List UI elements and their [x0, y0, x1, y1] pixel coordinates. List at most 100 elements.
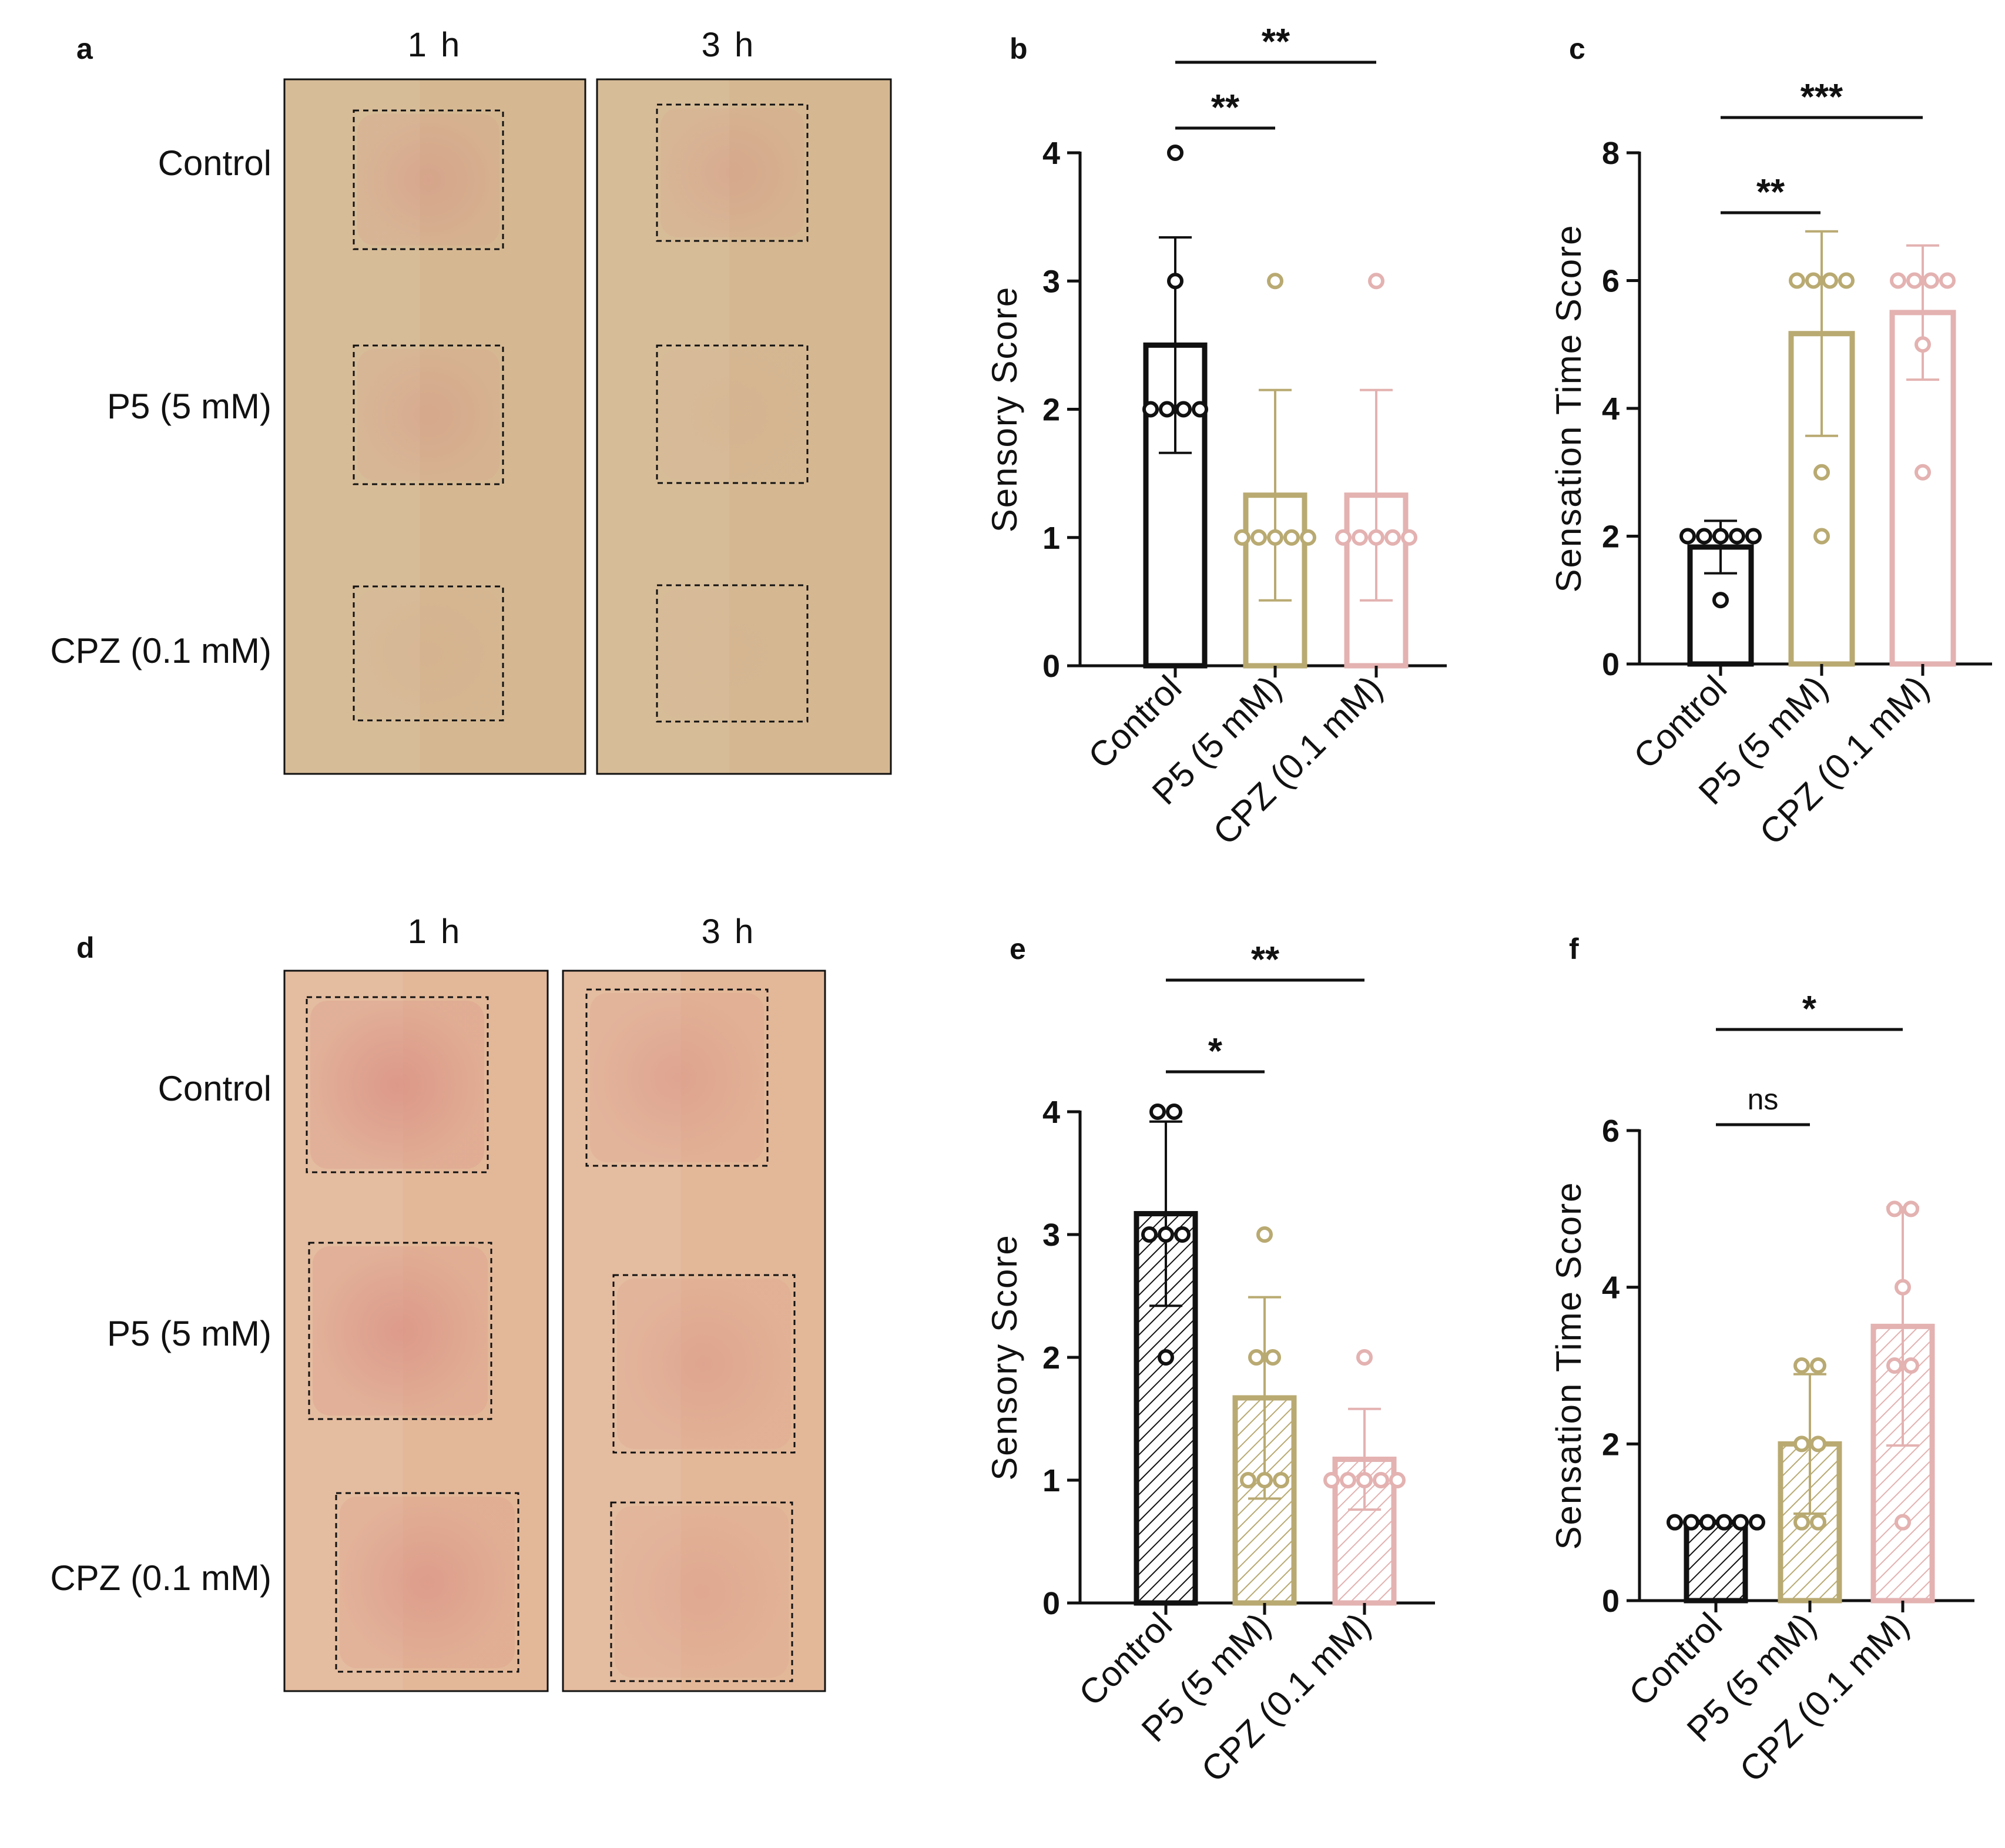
time-label-3h: 3 h — [702, 26, 756, 64]
dashed-region-box — [656, 584, 809, 723]
redness-area — [340, 1497, 515, 1668]
data-point — [1789, 272, 1805, 289]
data-point — [1732, 1514, 1749, 1531]
data-point — [1323, 1472, 1340, 1488]
data-point — [1389, 1472, 1406, 1488]
data-point — [1886, 1357, 1903, 1374]
data-point — [1906, 272, 1923, 289]
y-tick-label: 4 — [1602, 391, 1620, 427]
panel-label-d: d — [76, 931, 95, 964]
time-label-3h: 3 h — [702, 913, 756, 951]
data-point — [1886, 1200, 1903, 1218]
data-point — [1166, 1104, 1182, 1120]
photo-frame — [596, 78, 892, 775]
y-tick-label: 0 — [1042, 649, 1060, 684]
data-point — [1167, 145, 1183, 161]
data-point — [1683, 1514, 1699, 1531]
data-point — [1149, 1104, 1166, 1120]
row-label-cpz: CPZ (0.1 mM) — [50, 631, 271, 670]
data-point — [1248, 1349, 1265, 1366]
data-point — [1384, 529, 1401, 546]
y-tick-label: 0 — [1602, 647, 1620, 682]
y-tick-label: 0 — [1042, 1586, 1060, 1621]
data-point — [1368, 273, 1384, 290]
row-label-p5: P5 (5 mM) — [107, 387, 271, 426]
data-point — [1696, 528, 1712, 545]
redness-area — [590, 993, 764, 1162]
significance-label: * — [1802, 989, 1817, 1029]
time-label-1h: 1 h — [408, 913, 462, 951]
y-tick-label: 1 — [1042, 1463, 1060, 1498]
data-point — [1250, 529, 1267, 546]
data-point — [1352, 529, 1368, 546]
y-tick-label: 4 — [1042, 1095, 1060, 1130]
y-tick-label: 2 — [1602, 1427, 1620, 1462]
data-point — [1401, 529, 1417, 546]
data-point — [1810, 1357, 1826, 1374]
data-point — [1283, 529, 1300, 546]
y-axis-label: Sensation Time Score — [1549, 1182, 1588, 1550]
panel-label-e: e — [1010, 933, 1026, 965]
redness-area — [617, 1279, 791, 1449]
y-axis-label: Sensory Score — [985, 1234, 1024, 1481]
data-point — [1159, 401, 1175, 418]
data-point — [1923, 272, 1939, 289]
y-tick-label: 4 — [1042, 136, 1060, 171]
dashed-region-box — [335, 1492, 519, 1673]
data-point — [1805, 272, 1822, 289]
data-point — [1895, 1514, 1911, 1531]
redness-area — [660, 589, 804, 718]
significance-label: ** — [1251, 940, 1280, 980]
skin-photo-a-1h — [283, 78, 586, 775]
significance-label: * — [1208, 1031, 1223, 1072]
row-label-control: Control — [158, 1069, 271, 1108]
data-point — [1234, 529, 1250, 546]
dashed-region-box — [656, 103, 809, 242]
skin-photo-a-3h — [596, 78, 892, 775]
data-point — [1793, 1357, 1810, 1374]
data-point — [1240, 1472, 1256, 1488]
row-label-cpz: CPZ (0.1 mM) — [50, 1558, 271, 1598]
y-tick-label: 2 — [1602, 519, 1620, 555]
dashed-region-box — [353, 344, 504, 485]
data-point — [1667, 1514, 1683, 1531]
redness-area — [660, 349, 804, 479]
y-tick-label: 2 — [1042, 1340, 1060, 1376]
data-point — [1749, 1514, 1765, 1531]
data-point — [1192, 401, 1208, 418]
data-point — [1335, 529, 1352, 546]
row-label-p5: P5 (5 mM) — [107, 1314, 271, 1353]
data-point — [1356, 1349, 1373, 1366]
data-point — [1273, 1472, 1289, 1488]
dashed-region-box — [656, 344, 809, 484]
data-point — [1895, 1279, 1911, 1296]
bar — [1684, 1520, 1748, 1604]
x-tick-label: CPZ (0.1 mM) — [1193, 1605, 1378, 1790]
dashed-region-box — [353, 109, 504, 250]
data-point — [1267, 529, 1283, 546]
y-tick-label: 3 — [1042, 1218, 1060, 1253]
data-point — [1699, 1514, 1716, 1531]
redness-area — [313, 1246, 488, 1416]
y-axis-label: Sensory Score — [985, 286, 1024, 533]
row-label-control: Control — [158, 143, 271, 183]
data-point — [1838, 272, 1855, 289]
dashed-region-box — [306, 996, 489, 1173]
y-tick-label: 4 — [1602, 1270, 1620, 1306]
data-point — [1158, 1226, 1174, 1243]
photo-panel-a: a 1 h 3 h Control P5 (5 mM) CPZ (0.1 mM) — [50, 26, 892, 775]
data-point — [1729, 528, 1745, 545]
data-point — [1810, 1436, 1826, 1453]
photo-frame — [283, 78, 586, 775]
x-tick-label: CPZ (0.1 mM) — [1732, 1605, 1916, 1790]
skin-photo-d-3h — [562, 970, 826, 1692]
data-point — [1300, 529, 1316, 546]
panel-label-c: c — [1569, 32, 1585, 65]
data-point — [1158, 1349, 1174, 1366]
data-point — [1903, 1357, 1919, 1374]
data-point — [1712, 592, 1729, 609]
data-point — [1712, 528, 1729, 545]
